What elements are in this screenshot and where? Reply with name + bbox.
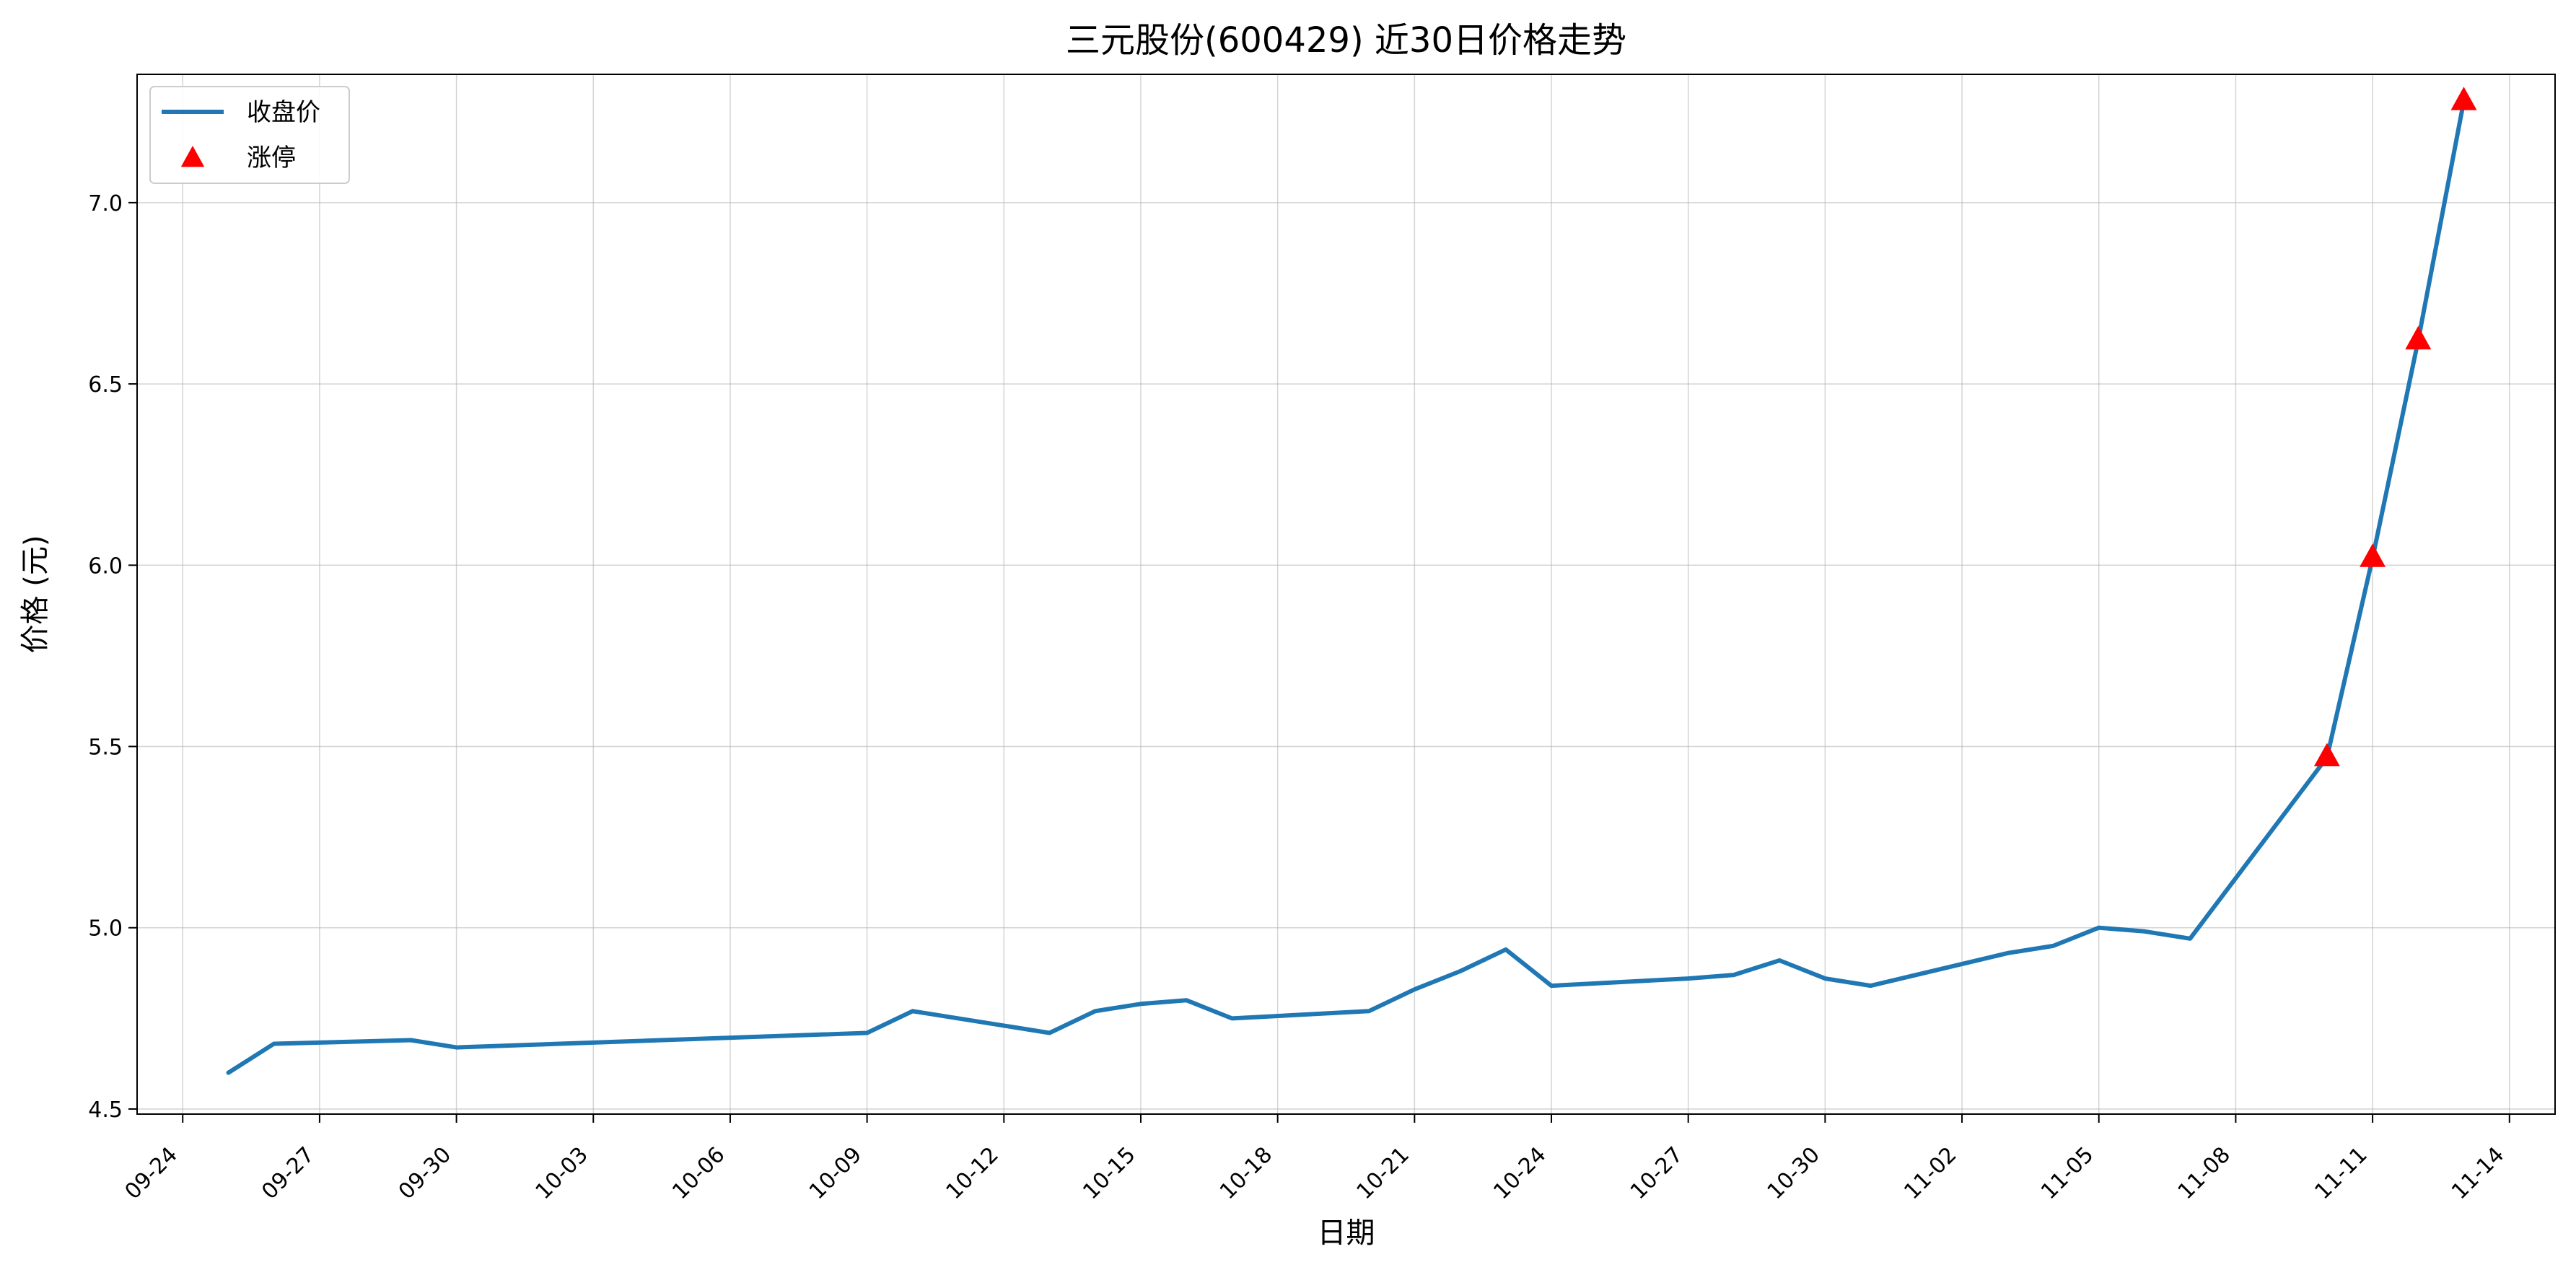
series-layer — [226, 99, 2466, 1075]
limit-up-marker — [2450, 87, 2477, 110]
grid-lines — [137, 74, 2555, 1114]
limit-up-marker — [2313, 742, 2340, 766]
close-price-line — [226, 99, 2466, 1075]
y-tick-label: 6.5 — [88, 372, 123, 398]
marker-layer — [2313, 87, 2477, 766]
y-axis-title: 价格 (元) — [19, 535, 52, 654]
legend-triangle-swatch — [180, 146, 205, 167]
limit-up-marker — [2405, 325, 2432, 350]
y-tick-label: 5.0 — [88, 916, 123, 942]
legend-label-close: 收盘价 — [247, 98, 320, 127]
legend-label-limit-up: 涨停 — [247, 144, 296, 172]
y-tick-label: 6.0 — [88, 553, 123, 579]
chart-title: 三元股份(600429) 近30日价格走势 — [1066, 20, 1626, 61]
y-tick-label: 5.5 — [88, 735, 123, 761]
plot-frame — [136, 74, 2556, 1115]
legend: 收盘价 涨停 — [149, 86, 350, 184]
y-tick-label: 4.5 — [88, 1097, 123, 1123]
y-tick-label: 7.0 — [88, 191, 123, 216]
x-axis-title: 日期 — [1318, 1217, 1375, 1250]
limit-up-marker — [2360, 543, 2386, 567]
